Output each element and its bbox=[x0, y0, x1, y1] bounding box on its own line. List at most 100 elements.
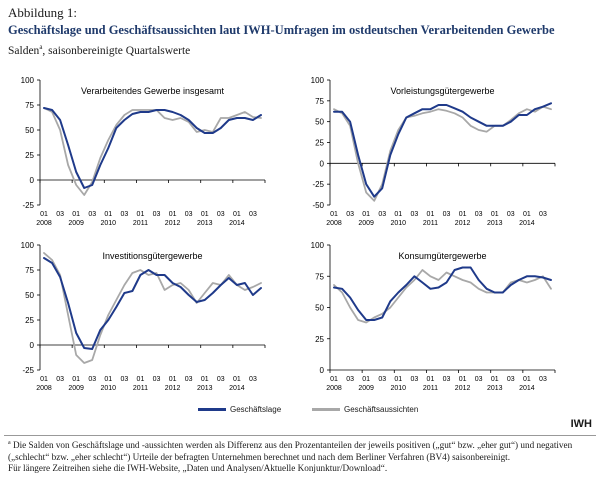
y-tick-label: 25 bbox=[25, 151, 34, 160]
x-quarter-label: 03 bbox=[217, 376, 225, 383]
x-year-label: 2014 bbox=[229, 385, 245, 392]
y-tick-label: 50 bbox=[25, 126, 34, 135]
x-year-label: 2012 bbox=[455, 385, 471, 392]
y-tick-label: -25 bbox=[312, 180, 324, 189]
y-tick-label: 50 bbox=[25, 291, 34, 300]
chart-panels: -25 0 25 50 75 100 01 03 01 03 01 03 01 03 01 03 01 03 01 0… bbox=[0, 70, 600, 400]
x-quarter-label: 03 bbox=[217, 211, 225, 218]
subtitle-main: Salden bbox=[8, 44, 40, 57]
x-year-label: 2012 bbox=[165, 385, 181, 392]
legend-label-aussichten: Geschäftsaussichten bbox=[344, 405, 419, 414]
x-quarter-label: 01 bbox=[459, 376, 467, 383]
x-year-label: 2013 bbox=[487, 385, 503, 392]
x-quarter-label: 03 bbox=[249, 376, 257, 383]
x-quarter-label: 01 bbox=[394, 211, 402, 218]
x-quarter-label: 01 bbox=[40, 211, 48, 218]
x-year-label: 2010 bbox=[101, 385, 117, 392]
y-tick-label: 0 bbox=[30, 341, 35, 350]
x-year-label: 2009 bbox=[358, 385, 374, 392]
x-quarter-label: 03 bbox=[153, 376, 161, 383]
x-year-label: 2011 bbox=[133, 385, 148, 392]
figure-label: Abbildung 1: bbox=[8, 5, 77, 20]
y-tick-label: 100 bbox=[21, 241, 35, 250]
subtitle-rest: , saisonbereinigte Quartalswerte bbox=[42, 44, 191, 57]
y-tick-label: -50 bbox=[312, 201, 324, 210]
x-quarter-label: 01 bbox=[233, 376, 241, 383]
x-year-label: 2009 bbox=[68, 385, 84, 392]
x-quarter-label: 01 bbox=[104, 376, 112, 383]
x-year-label: 2011 bbox=[423, 385, 438, 392]
x-year-label: 2013 bbox=[197, 385, 213, 392]
x-year-label: 2011 bbox=[133, 220, 148, 227]
subtitle-footnote-marker: a bbox=[39, 43, 43, 51]
chart-panel-3: -25 0 25 50 75 100 01 03 01 03 01 03 01 03 01 03 01 03 01 0… bbox=[21, 241, 266, 392]
panel-title: Vorleistungsgütergewerbe bbox=[390, 86, 494, 96]
x-quarter-label: 03 bbox=[507, 211, 515, 218]
x-quarter-label: 01 bbox=[233, 211, 241, 218]
chart-panel-1: -25 0 25 50 75 100 01 03 01 03 01 03 01 03 01 03 01 03 01 0… bbox=[21, 76, 266, 227]
x-year-label: 2010 bbox=[101, 220, 117, 227]
x-year-label: 2010 bbox=[391, 220, 407, 227]
x-year-label: 2012 bbox=[455, 220, 471, 227]
x-quarter-label: 01 bbox=[201, 376, 209, 383]
x-quarter-label: 01 bbox=[459, 211, 467, 218]
x-quarter-label: 01 bbox=[330, 376, 338, 383]
footnote-divider bbox=[4, 435, 596, 436]
x-quarter-label: 01 bbox=[491, 376, 499, 383]
y-tick-label: 100 bbox=[21, 76, 35, 85]
footnote-text: Die Salden von Geschäftslage und -aussic… bbox=[8, 440, 573, 462]
x-quarter-label: 03 bbox=[88, 211, 96, 218]
x-quarter-label: 01 bbox=[169, 376, 177, 383]
y-tick-label: 50 bbox=[315, 118, 324, 127]
x-quarter-label: 01 bbox=[40, 376, 48, 383]
y-tick-label: -25 bbox=[22, 366, 34, 375]
y-tick-label: 75 bbox=[25, 101, 34, 110]
x-quarter-label: 03 bbox=[56, 376, 64, 383]
x-quarter-label: 03 bbox=[185, 376, 193, 383]
x-quarter-label: 03 bbox=[346, 376, 354, 383]
x-quarter-label: 03 bbox=[539, 211, 547, 218]
x-quarter-label: 03 bbox=[153, 211, 161, 218]
x-quarter-label: 01 bbox=[362, 211, 370, 218]
x-year-label: 2014 bbox=[519, 385, 535, 392]
y-tick-label: 25 bbox=[315, 139, 324, 148]
panel-title: Konsumgütergewerbe bbox=[398, 251, 486, 261]
chart-panel-2: -50 -25 0 25 50 75 100 01 03 01 03 01 03 01 03 01 03 01 03… bbox=[311, 76, 556, 227]
series-line-lage bbox=[43, 107, 262, 189]
x-quarter-label: 03 bbox=[443, 376, 451, 383]
figure-title: Geschäftslage und Geschäftsaussichten la… bbox=[8, 23, 555, 37]
x-quarter-label: 03 bbox=[88, 376, 96, 383]
x-quarter-label: 01 bbox=[330, 211, 338, 218]
x-year-label: 2009 bbox=[68, 220, 84, 227]
x-quarter-label: 01 bbox=[137, 211, 145, 218]
x-quarter-label: 01 bbox=[72, 376, 80, 383]
x-quarter-label: 03 bbox=[410, 376, 418, 383]
series-line-lage bbox=[333, 266, 552, 321]
x-quarter-label: 03 bbox=[539, 376, 547, 383]
x-year-label: 2012 bbox=[165, 220, 181, 227]
x-year-label: 2013 bbox=[487, 220, 503, 227]
x-year-label: 2008 bbox=[326, 220, 342, 227]
x-quarter-label: 01 bbox=[72, 211, 80, 218]
y-tick-label: -25 bbox=[22, 201, 34, 210]
y-tick-label: 0 bbox=[320, 159, 325, 168]
series-line-lage bbox=[43, 257, 262, 350]
panel-title: Investitionsgütergewerbe bbox=[102, 251, 202, 261]
series-line-lage bbox=[333, 102, 552, 198]
y-tick-label: 100 bbox=[311, 76, 325, 85]
x-year-label: 2014 bbox=[519, 220, 535, 227]
series-line-aussichten bbox=[333, 105, 552, 202]
x-quarter-label: 01 bbox=[104, 211, 112, 218]
footnote: a Die Salden von Geschäftslage und -auss… bbox=[8, 438, 594, 475]
y-tick-label: 100 bbox=[311, 241, 325, 250]
figure-header: Abbildung 1: Geschäftslage und Geschäfts… bbox=[8, 4, 596, 59]
x-quarter-label: 01 bbox=[137, 376, 145, 383]
x-quarter-label: 03 bbox=[410, 211, 418, 218]
panel-title: Verarbeitendes Gewerbe insgesamt bbox=[81, 86, 225, 96]
x-year-label: 2008 bbox=[36, 385, 52, 392]
x-year-label: 2011 bbox=[423, 220, 438, 227]
x-quarter-label: 03 bbox=[185, 211, 193, 218]
y-tick-label: 75 bbox=[315, 97, 324, 106]
source-tag: IWH bbox=[570, 418, 592, 430]
x-quarter-label: 03 bbox=[56, 211, 64, 218]
